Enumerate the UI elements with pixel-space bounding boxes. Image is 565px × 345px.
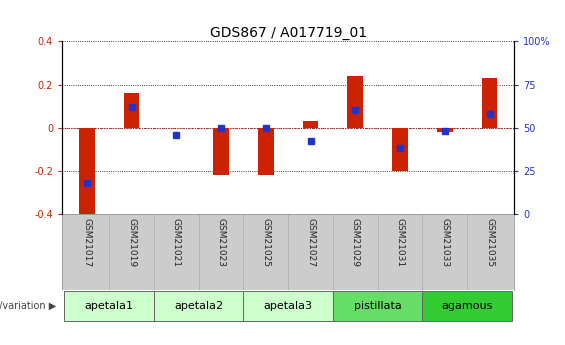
Text: apetala3: apetala3	[264, 300, 312, 310]
Bar	[79, 128, 94, 214]
Bar	[154, 292, 244, 321]
Bar	[213, 128, 229, 175]
Bar	[303, 121, 318, 128]
Bar	[333, 292, 423, 321]
Text: agamous: agamous	[441, 300, 493, 310]
Text: GSM21017: GSM21017	[82, 218, 92, 267]
Text: GSM21031: GSM21031	[396, 218, 405, 267]
Text: genotype/variation ▶: genotype/variation ▶	[0, 301, 56, 311]
Bar	[392, 128, 408, 171]
Bar	[64, 292, 154, 321]
Text: GSM21035: GSM21035	[485, 218, 494, 267]
Bar	[423, 292, 512, 321]
Text: GSM21023: GSM21023	[216, 218, 225, 267]
Bar	[482, 78, 497, 128]
Bar	[124, 93, 140, 128]
Text: GSM21021: GSM21021	[172, 218, 181, 267]
Text: GSM21033: GSM21033	[440, 218, 449, 267]
Title: GDS867 / A017719_01: GDS867 / A017719_01	[210, 26, 367, 40]
Text: GSM21029: GSM21029	[351, 218, 360, 267]
Text: GSM21027: GSM21027	[306, 218, 315, 267]
Bar	[347, 76, 363, 128]
Bar	[258, 128, 273, 175]
Text: apetala2: apetala2	[174, 300, 223, 310]
Bar	[437, 128, 453, 132]
Text: pistillata: pistillata	[354, 300, 402, 310]
Text: GSM21025: GSM21025	[261, 218, 270, 267]
Text: GSM21019: GSM21019	[127, 218, 136, 267]
Bar	[244, 292, 333, 321]
Text: apetala1: apetala1	[85, 300, 134, 310]
